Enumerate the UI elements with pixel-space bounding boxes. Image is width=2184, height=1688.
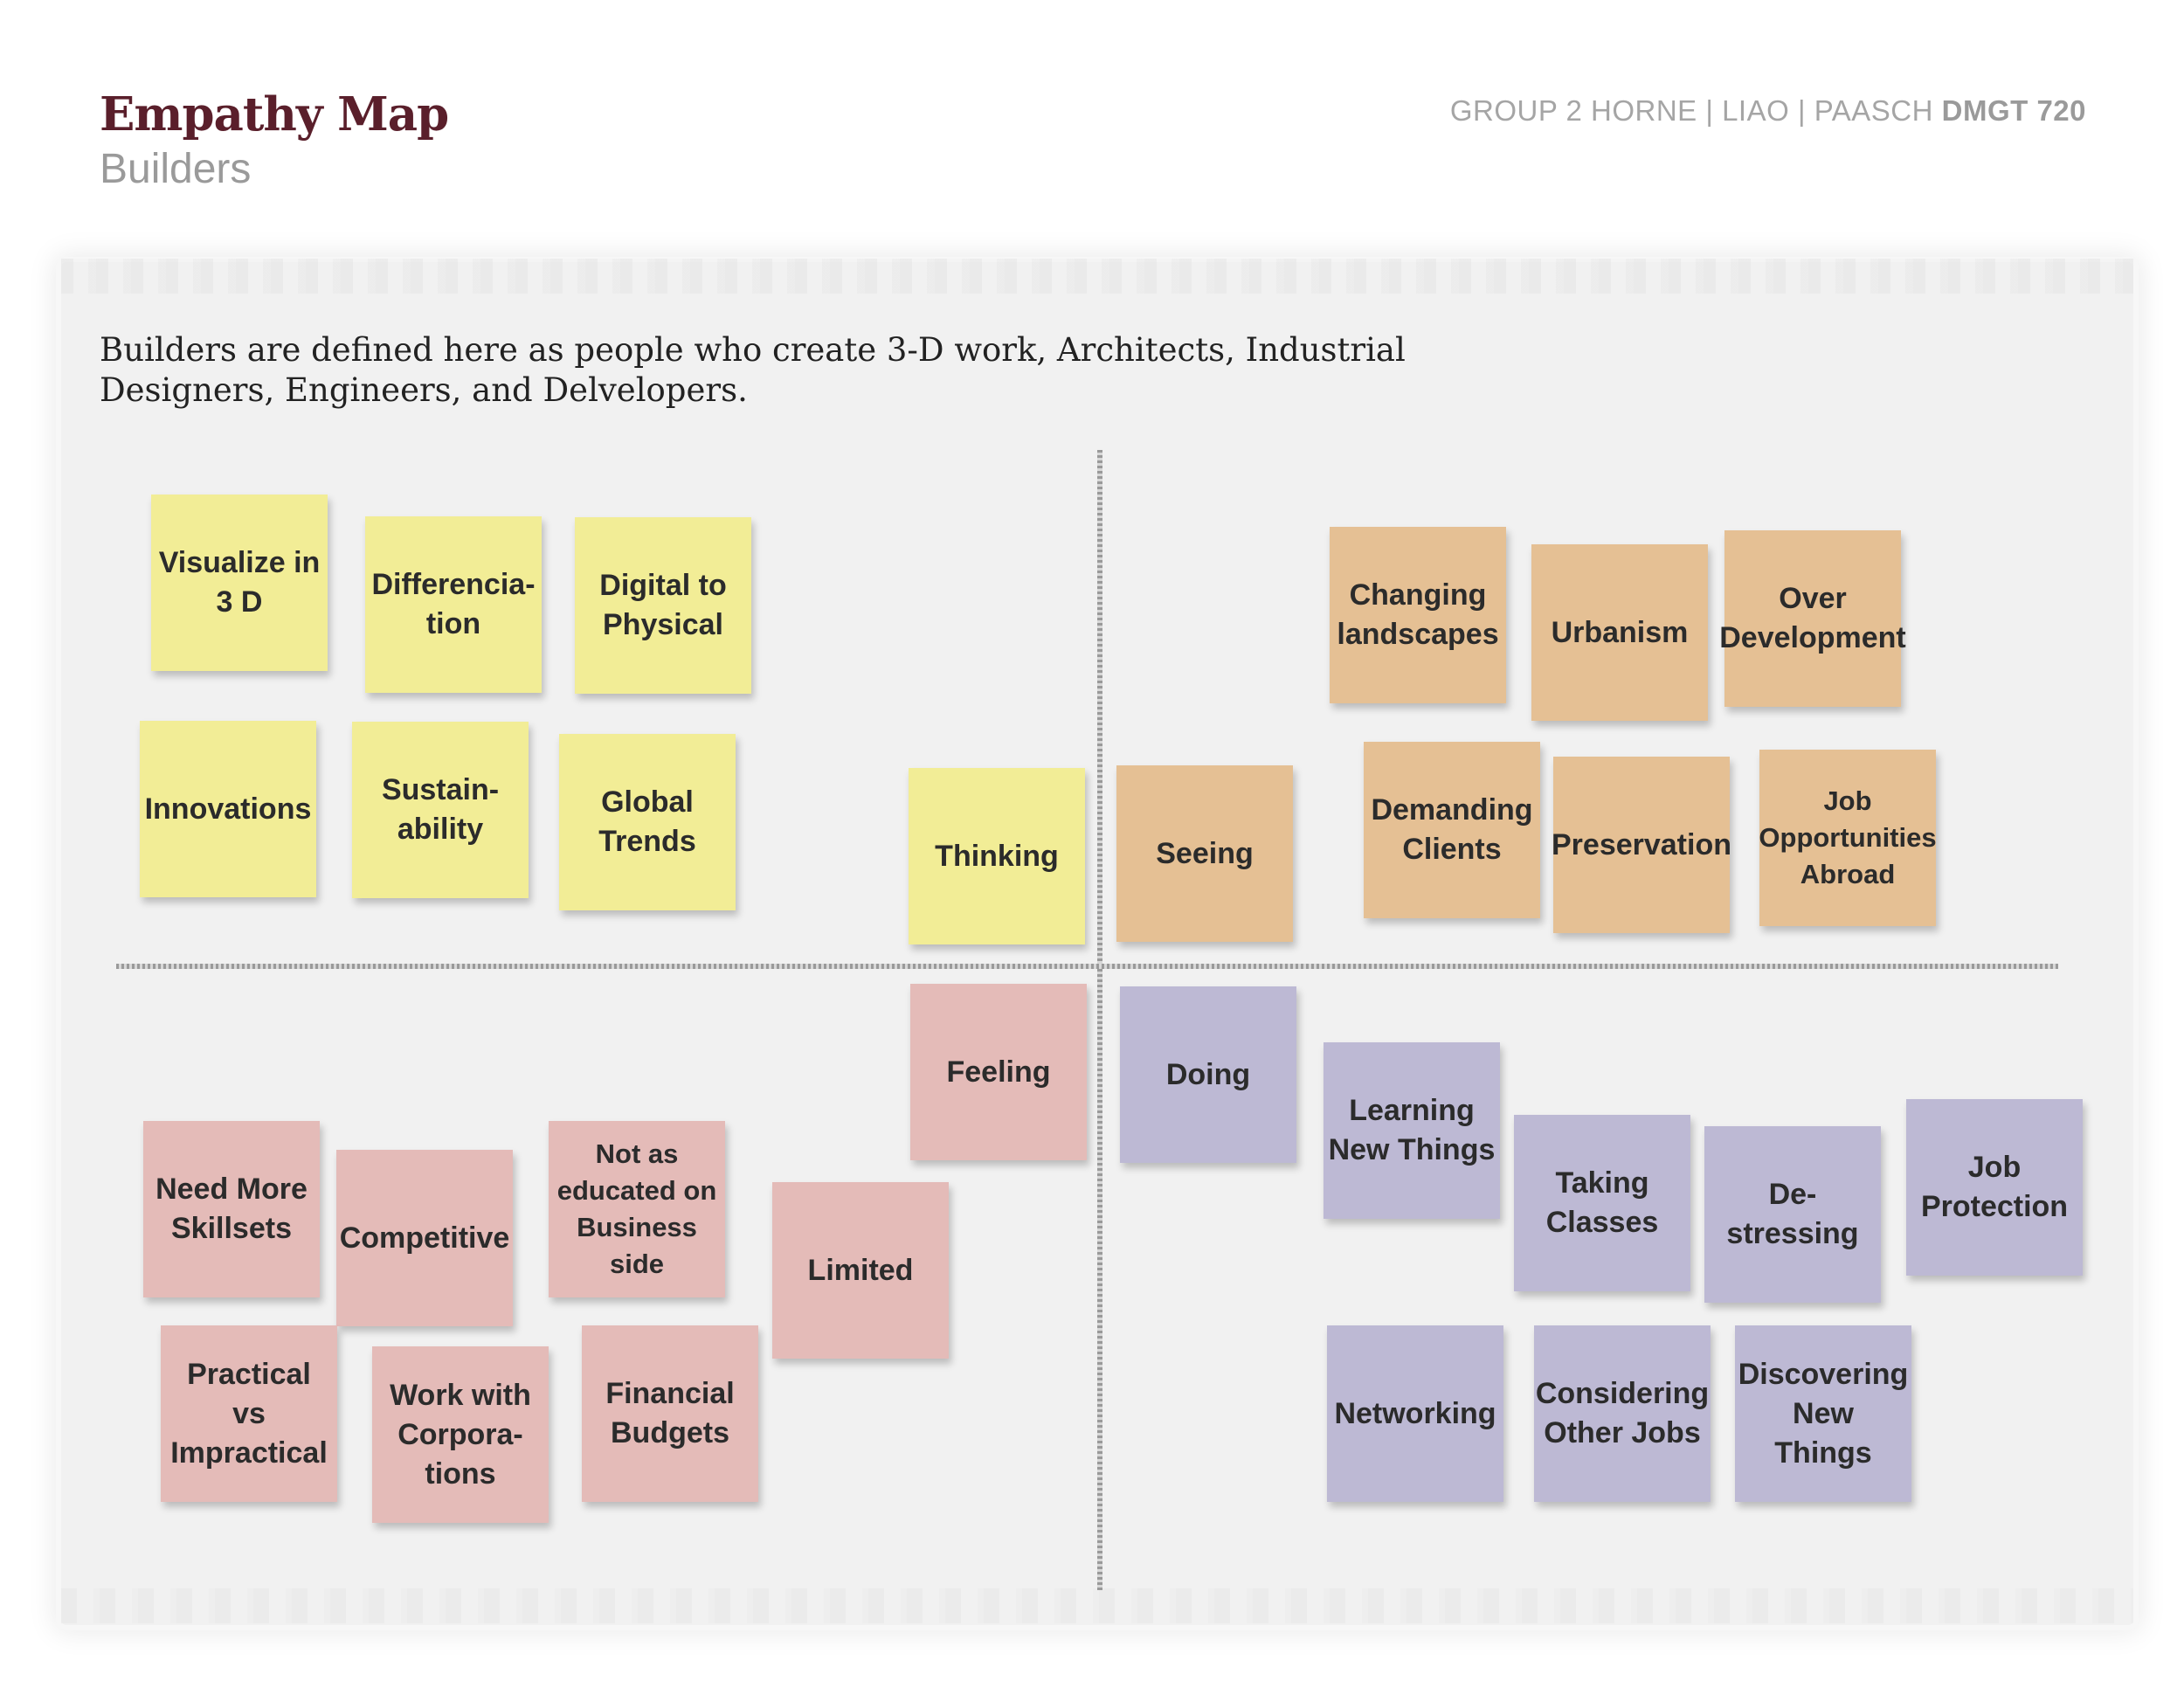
quadrant-label-doing: Doing <box>1120 986 1296 1163</box>
sticky-note: Need More Skillsets <box>143 1121 320 1297</box>
quadrant-label-seeing: Seeing <box>1116 765 1293 942</box>
group-members: GROUP 2 HORNE | LIAO | PAASCH <box>1449 94 1933 127</box>
paper-torn-edge-bottom <box>61 1588 2133 1623</box>
description-text: Builders are defined here as people who … <box>100 331 1406 409</box>
sticky-note: Demanding Clients <box>1364 742 1540 918</box>
sticky-note: Digital to Physical <box>575 517 751 694</box>
sticky-note: Discovering New Things <box>1735 1325 1911 1502</box>
sticky-note: De-stressing <box>1704 1126 1881 1303</box>
sticky-note: Preservation <box>1552 757 1731 933</box>
sticky-note: Practical vs Impractical <box>161 1325 337 1502</box>
page-subtitle: Builders <box>100 146 252 192</box>
paper-torn-edge-top <box>61 259 2133 294</box>
sticky-note: Innovations <box>140 721 316 897</box>
sticky-note: Job Opportunities Abroad <box>1759 750 1937 926</box>
sticky-note: Not as educated on Business side <box>549 1121 725 1297</box>
sticky-note: Work with Corpora- tions <box>372 1346 549 1523</box>
vertical-axis <box>1097 450 1102 1590</box>
sticky-note: Learning New Things <box>1324 1042 1500 1219</box>
page-title: Empathy Map <box>100 87 449 142</box>
sticky-note: Global Trends <box>559 734 736 910</box>
horizontal-axis <box>116 964 2058 969</box>
sticky-note: Networking <box>1327 1325 1503 1502</box>
sticky-note: Changing landscapes <box>1330 527 1506 703</box>
sticky-note: Competitive <box>336 1150 513 1326</box>
sticky-note: Limited <box>772 1182 949 1359</box>
sticky-note: Over Development <box>1719 530 1906 707</box>
sticky-note: Taking Classes <box>1514 1115 1690 1291</box>
sticky-note: Urbanism <box>1531 544 1708 721</box>
course-code: DMGT 720 <box>1941 94 2086 127</box>
sticky-note: Sustain- ability <box>352 722 529 898</box>
group-info: GROUP 2 HORNE | LIAO | PAASCH DMGT 720 <box>1450 94 2086 128</box>
sticky-note: Financial Budgets <box>582 1325 758 1502</box>
quadrant-label-thinking: Thinking <box>909 768 1085 944</box>
sticky-note: Visualize in 3 D <box>151 495 328 671</box>
sticky-note: Considering Other Jobs <box>1534 1325 1711 1502</box>
sticky-note: Differencia- tion <box>365 516 542 693</box>
sticky-note: Job Protection <box>1906 1099 2083 1276</box>
quadrant-label-feeling: Feeling <box>910 984 1087 1160</box>
